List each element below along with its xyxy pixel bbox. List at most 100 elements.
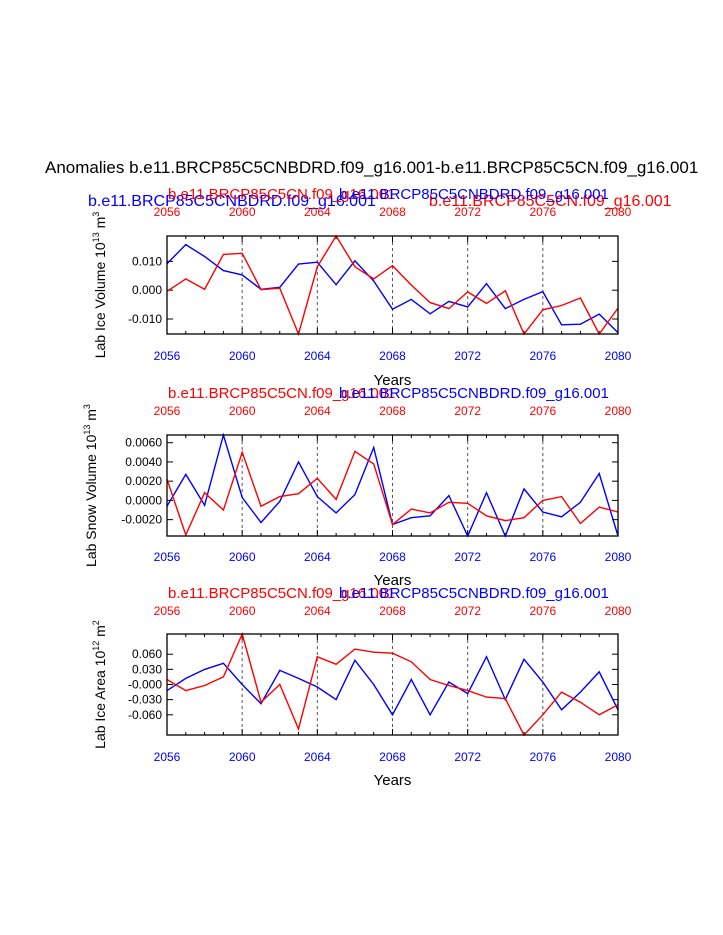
bottom-x-tick-label: 2068	[379, 750, 406, 764]
data-point	[279, 495, 281, 498]
data-point	[448, 308, 450, 310]
top-blue-run-label: b.e11.BRCP85C5CNBDRD.f09_g16.001	[339, 186, 609, 203]
y-tick-label: -0.030	[128, 693, 162, 707]
data-point	[203, 492, 206, 494]
data-point	[335, 699, 337, 701]
y-tick-label: 0.000	[132, 283, 162, 297]
data-point	[260, 289, 262, 291]
y-tick-label: 0.0060	[125, 436, 162, 450]
data-point	[485, 282, 488, 285]
top-x-tick-label: 2076	[529, 404, 556, 418]
data-point	[448, 495, 450, 497]
data-point	[391, 265, 394, 267]
top-x-tick-label: 2064	[304, 404, 331, 418]
bottom-x-tick-label: 2080	[605, 550, 632, 564]
data-point	[260, 521, 262, 524]
plot-frame	[166, 434, 619, 537]
data-point	[523, 488, 525, 490]
panel-1: b.e11.BRCP85C5CN.f09_g16.001b.e11.BRCP85…	[91, 186, 632, 389]
data-point	[354, 494, 356, 496]
data-point	[448, 300, 450, 303]
data-point	[542, 681, 544, 683]
top-x-tick-label: 2072	[454, 205, 481, 219]
y-tick-label: 0.010	[132, 254, 162, 268]
data-point	[203, 684, 206, 687]
series-line	[166, 243, 619, 334]
plot-frame	[166, 235, 619, 335]
y-axis-label: Lab Ice Area 1012 m2	[91, 620, 108, 749]
bottom-x-tick-label: 2060	[229, 349, 256, 363]
data-point	[579, 501, 582, 503]
data-point	[561, 495, 563, 498]
data-point	[203, 504, 206, 506]
data-point	[335, 512, 337, 514]
data-point	[316, 656, 318, 658]
y-tick-label: -0.000	[128, 678, 162, 692]
bottom-x-tick-label: 2072	[454, 349, 481, 363]
data-point	[561, 691, 563, 693]
data-point	[335, 663, 337, 665]
data-point	[185, 677, 187, 680]
data-point	[429, 313, 431, 315]
plot-frame	[166, 633, 619, 736]
data-point	[222, 253, 224, 256]
bottom-x-tick-label: 2060	[229, 750, 256, 764]
bottom-x-tick-label: 2056	[154, 349, 181, 363]
top-x-tick-label: 2076	[529, 205, 556, 219]
data-point	[448, 684, 450, 687]
y-tick-label: -0.010	[128, 312, 162, 326]
data-point	[185, 534, 187, 536]
data-point	[316, 261, 318, 263]
data-point	[429, 678, 431, 681]
data-point	[185, 278, 187, 280]
data-point	[598, 313, 600, 315]
data-point	[279, 669, 281, 671]
data-point	[523, 658, 525, 660]
data-point	[579, 701, 582, 703]
data-point	[561, 304, 563, 307]
data-point	[185, 244, 187, 246]
data-point	[598, 671, 600, 673]
top-x-tick-label: 2056	[154, 404, 181, 418]
y-tick-label: 0.0020	[125, 474, 162, 488]
data-point	[579, 297, 582, 299]
top-x-tick-label: 2060	[229, 205, 256, 219]
data-point	[561, 516, 563, 518]
data-point	[467, 502, 469, 504]
bottom-x-tick-label: 2060	[229, 550, 256, 564]
top-x-tick-label: 2068	[379, 205, 406, 219]
data-point	[316, 477, 318, 479]
data-point	[241, 496, 243, 499]
data-point	[354, 266, 356, 268]
data-point	[542, 511, 544, 513]
data-point	[185, 689, 187, 692]
data-point	[260, 701, 262, 703]
top-x-tick-label: 2072	[454, 604, 481, 618]
data-point	[297, 493, 300, 495]
bottom-x-tick-label: 2080	[605, 349, 632, 363]
data-point	[203, 288, 206, 290]
data-point	[523, 298, 525, 301]
data-point	[598, 714, 600, 716]
bottom-x-tick-label: 2068	[379, 349, 406, 363]
top-red-run-label: b.e11.BRCP85C5CN.f09_g16.001	[168, 585, 395, 602]
data-point	[373, 280, 375, 282]
data-point	[354, 659, 356, 661]
top-x-tick-label: 2060	[229, 604, 256, 618]
data-point	[410, 678, 412, 681]
top-x-tick-label: 2068	[379, 604, 406, 618]
data-point	[260, 505, 262, 507]
bottom-x-tick-label: 2056	[154, 550, 181, 564]
data-point	[410, 661, 412, 663]
data-point	[354, 260, 356, 262]
data-point	[222, 509, 224, 511]
top-x-tick-label: 2064	[304, 604, 331, 618]
data-point	[260, 703, 262, 705]
top-x-tick-label: 2064	[304, 205, 331, 219]
bottom-x-tick-label: 2080	[605, 750, 632, 764]
data-point	[467, 291, 469, 293]
y-tick-label: 0.0040	[125, 455, 162, 469]
data-point	[485, 302, 488, 305]
data-point	[222, 269, 224, 272]
data-point	[485, 492, 488, 494]
